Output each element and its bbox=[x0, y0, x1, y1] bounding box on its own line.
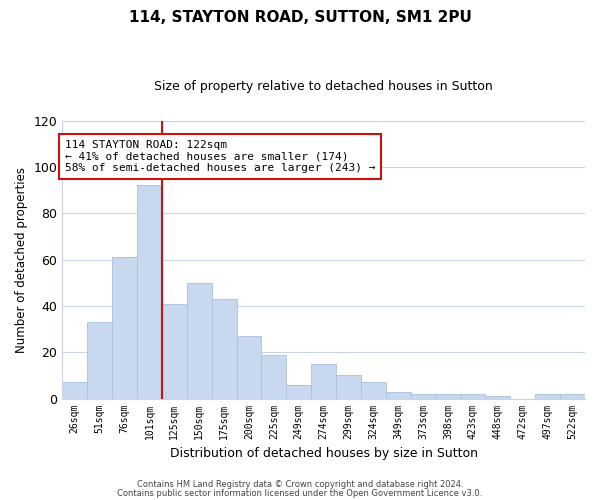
Bar bbox=[187, 282, 212, 399]
Bar bbox=[386, 392, 411, 398]
Bar bbox=[361, 382, 386, 398]
X-axis label: Distribution of detached houses by size in Sutton: Distribution of detached houses by size … bbox=[170, 447, 478, 460]
Bar bbox=[535, 394, 560, 398]
Bar bbox=[212, 299, 236, 398]
Bar bbox=[137, 186, 162, 398]
Text: Contains public sector information licensed under the Open Government Licence v3: Contains public sector information licen… bbox=[118, 488, 482, 498]
Title: Size of property relative to detached houses in Sutton: Size of property relative to detached ho… bbox=[154, 80, 493, 93]
Bar bbox=[436, 394, 461, 398]
Text: 114, STAYTON ROAD, SUTTON, SM1 2PU: 114, STAYTON ROAD, SUTTON, SM1 2PU bbox=[128, 10, 472, 25]
Y-axis label: Number of detached properties: Number of detached properties bbox=[15, 166, 28, 352]
Bar bbox=[485, 396, 511, 398]
Bar bbox=[286, 384, 311, 398]
Text: 114 STAYTON ROAD: 122sqm
← 41% of detached houses are smaller (174)
58% of semi-: 114 STAYTON ROAD: 122sqm ← 41% of detach… bbox=[65, 140, 376, 173]
Bar bbox=[461, 394, 485, 398]
Bar bbox=[162, 304, 187, 398]
Bar bbox=[62, 382, 87, 398]
Bar bbox=[311, 364, 336, 398]
Bar bbox=[411, 394, 436, 398]
Bar bbox=[336, 376, 361, 398]
Bar bbox=[112, 257, 137, 398]
Bar bbox=[560, 394, 585, 398]
Bar bbox=[236, 336, 262, 398]
Bar bbox=[87, 322, 112, 398]
Bar bbox=[262, 354, 286, 399]
Text: Contains HM Land Registry data © Crown copyright and database right 2024.: Contains HM Land Registry data © Crown c… bbox=[137, 480, 463, 489]
